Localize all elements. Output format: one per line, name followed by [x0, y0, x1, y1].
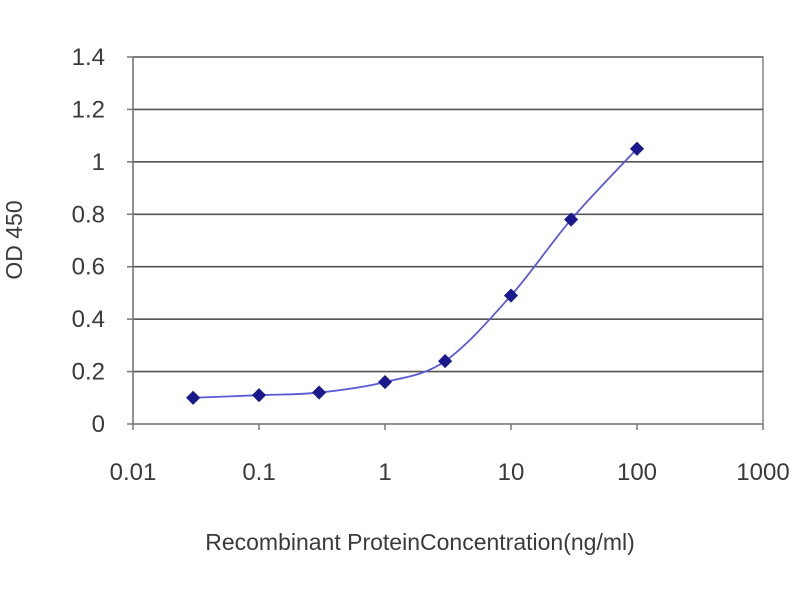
y-tick-label: 0.6: [72, 254, 105, 281]
y-tick-label: 0.2: [72, 359, 105, 386]
data-point: [564, 212, 579, 227]
x-tick-label: 100: [617, 459, 657, 486]
x-tick-label: 10: [498, 459, 525, 486]
y-axis-title: OD 450: [1, 200, 27, 279]
data-point: [377, 374, 393, 390]
data-point: [503, 288, 519, 303]
series: [186, 141, 645, 405]
data-point: [629, 141, 645, 156]
data-point: [312, 385, 327, 400]
y-tick-label: 1: [92, 149, 105, 176]
x-tick-label: 0.1: [242, 459, 275, 486]
y-tick-label: 1.2: [72, 96, 105, 123]
y-tick-label: 0.8: [72, 201, 105, 228]
x-tick-labels: 0.01 0.1 1 10 100 1000: [110, 424, 790, 486]
grid: [133, 56, 763, 373]
x-tick-label: 1000: [736, 459, 789, 486]
series-line: [193, 148, 638, 399]
y-tick-labels: 0 0.2 0.4 0.6 0.8 1 1.2 1.4: [72, 44, 133, 438]
plot-area: [132, 56, 764, 425]
data-point: [251, 388, 267, 403]
data-point: [186, 390, 201, 405]
x-tick-label: 1: [378, 459, 391, 486]
x-axis-title: Recombinant ProteinConcentration(ng/ml): [205, 529, 635, 555]
data-point: [438, 354, 453, 369]
y-tick-label: 0: [92, 411, 105, 438]
y-tick-label: 0.4: [72, 306, 105, 333]
x-tick-label: 0.01: [110, 459, 157, 486]
y-tick-label: 1.4: [72, 44, 105, 71]
